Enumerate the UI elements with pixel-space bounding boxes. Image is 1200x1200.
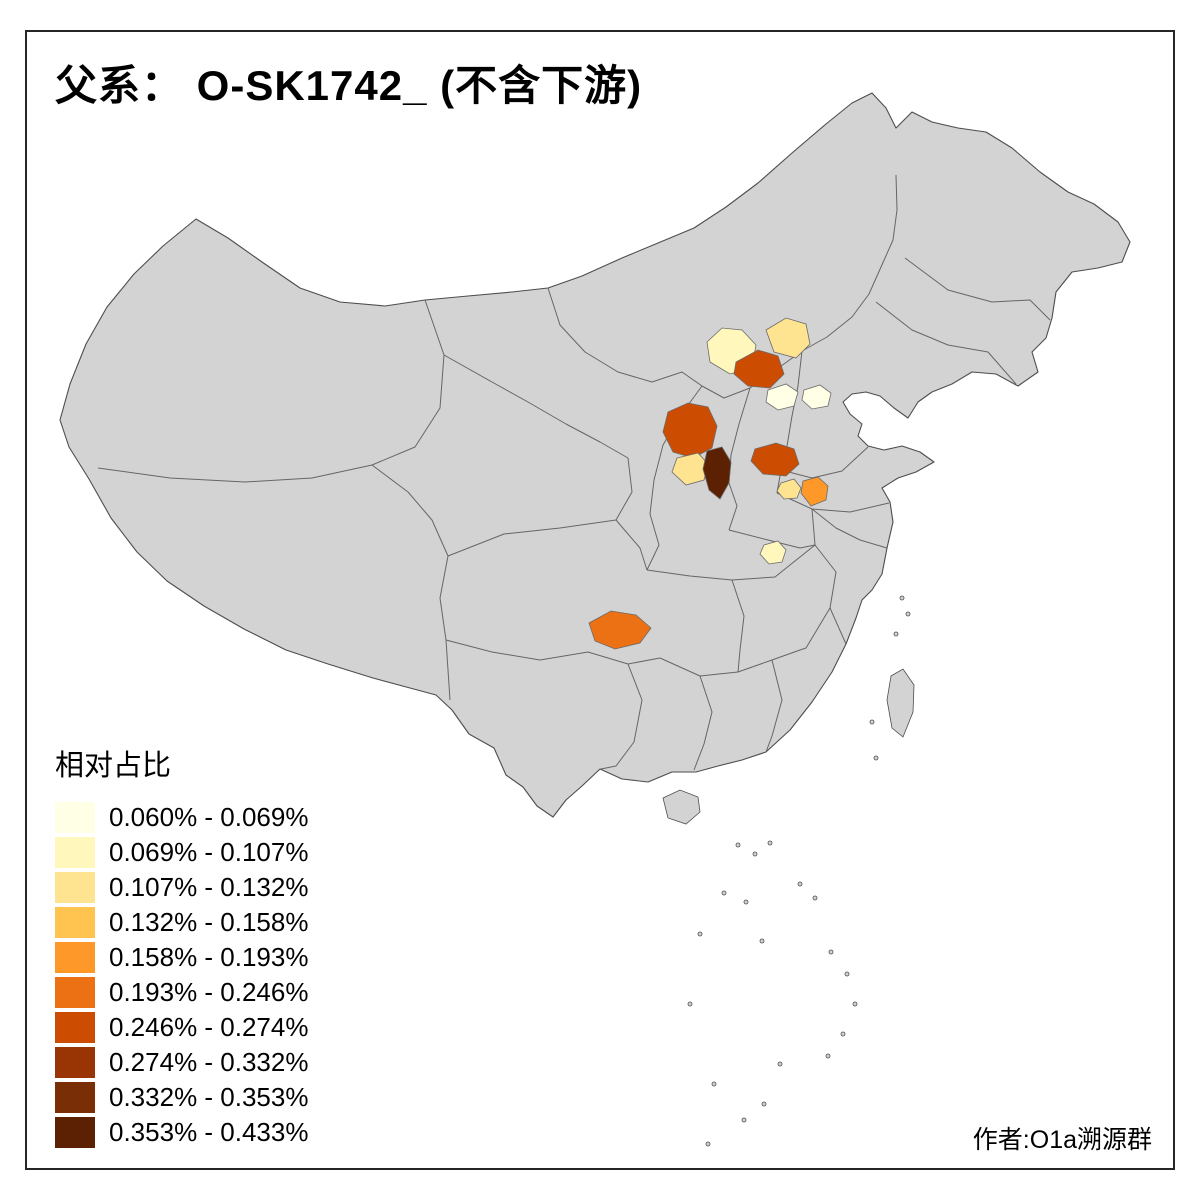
highlight-11 <box>800 476 829 507</box>
legend: 相对占比 0.060% - 0.069% 0.069% - 0.107% 0.1… <box>55 742 385 1150</box>
sea-islets <box>687 595 911 1147</box>
legend-row: 0.332% - 0.353% <box>55 1080 385 1114</box>
highlight-06 <box>662 402 718 459</box>
legend-row: 0.107% - 0.132% <box>55 870 385 904</box>
legend-title: 相对占比 <box>55 750 172 782</box>
legend-row: 0.132% - 0.158% <box>55 905 385 939</box>
highlight-07 <box>671 452 709 486</box>
legend-label: 0.193% - 0.246% <box>109 976 309 1007</box>
highlight-04 <box>765 383 799 411</box>
highlight-05 <box>801 384 832 410</box>
legend-label: 0.274% - 0.332% <box>109 1046 309 1077</box>
legend-label: 0.332% - 0.353% <box>109 1081 309 1112</box>
legend-row: 0.246% - 0.274% <box>55 1010 385 1044</box>
highlight-12 <box>759 540 787 565</box>
highlight-13 <box>588 610 652 650</box>
plot-title: 父系： O-SK1742_ (不含下游) <box>55 62 643 109</box>
legend-swatch <box>55 836 95 868</box>
legend-swatch <box>55 941 95 973</box>
legend-swatch <box>55 871 95 903</box>
legend-swatch <box>55 1011 95 1043</box>
legend-swatch <box>55 1046 95 1078</box>
legend-label: 0.069% - 0.107% <box>109 836 309 867</box>
hainan-island <box>662 789 701 825</box>
legend-label: 0.353% - 0.433% <box>109 1116 309 1147</box>
legend-row: 0.274% - 0.332% <box>55 1045 385 1079</box>
legend-label: 0.060% - 0.069% <box>109 801 309 832</box>
highlighted-regions <box>588 317 832 650</box>
highlight-10 <box>776 478 802 500</box>
legend-label: 0.132% - 0.158% <box>109 906 309 937</box>
highlight-03 <box>733 349 785 389</box>
legend-swatch <box>55 801 95 833</box>
taiwan-island <box>886 668 915 738</box>
mainland-outline <box>59 92 1131 818</box>
author-credit: 作者:O1a溯源群 <box>972 1126 1152 1154</box>
legend-row: 0.060% - 0.069% <box>55 800 385 834</box>
highlight-08 <box>702 446 732 500</box>
legend-row: 0.069% - 0.107% <box>55 835 385 869</box>
legend-row: 0.353% - 0.433% <box>55 1115 385 1149</box>
legend-label: 0.107% - 0.132% <box>109 871 309 902</box>
legend-row: 0.193% - 0.246% <box>55 975 385 1009</box>
legend-swatch <box>55 1116 95 1148</box>
legend-swatch <box>55 976 95 1008</box>
legend-row: 0.158% - 0.193% <box>55 940 385 974</box>
legend-swatch <box>55 1081 95 1113</box>
legend-swatch <box>55 906 95 938</box>
highlight-09 <box>750 442 800 477</box>
legend-label: 0.246% - 0.274% <box>109 1011 309 1042</box>
legend-label: 0.158% - 0.193% <box>109 941 309 972</box>
highlight-02 <box>765 317 811 359</box>
